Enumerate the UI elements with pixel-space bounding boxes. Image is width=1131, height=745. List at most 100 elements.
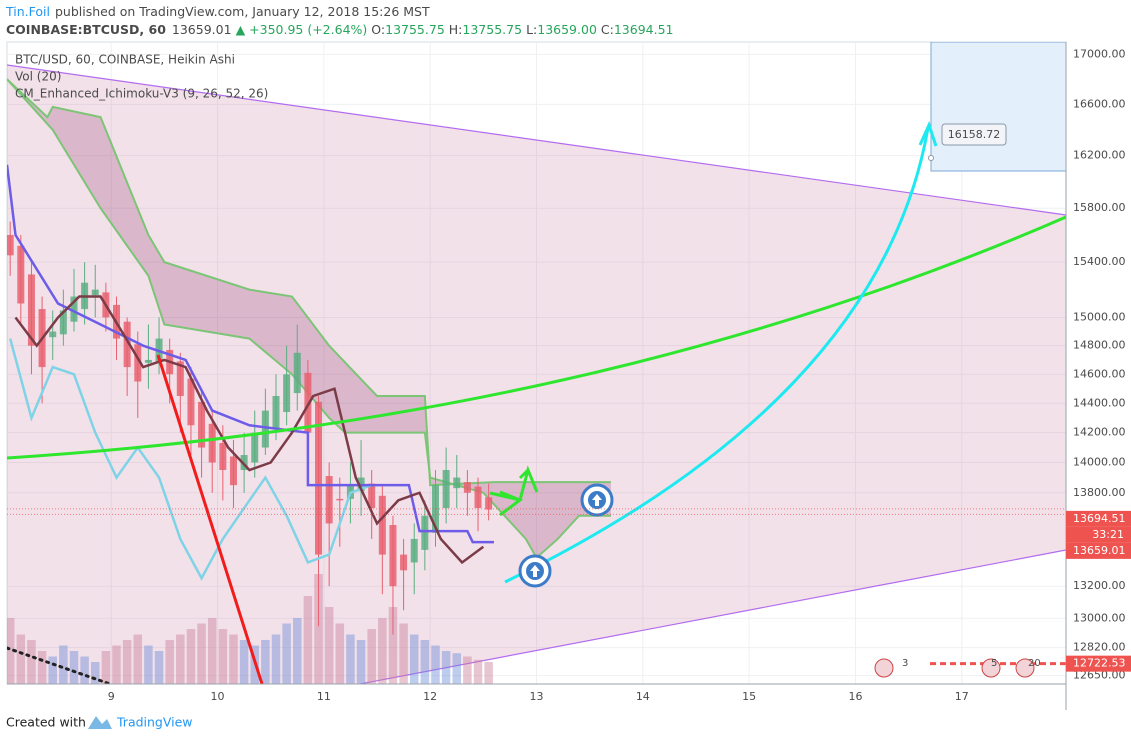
- y-tick-label: 12650.00: [1073, 669, 1126, 682]
- cyan-arrowhead: [918, 120, 938, 147]
- up-signal: [580, 483, 614, 517]
- author: Tin.Foil: [5, 4, 50, 19]
- candle-body: [410, 538, 418, 563]
- volume-bar: [420, 640, 430, 684]
- ohlc-value: 13755.75: [385, 22, 445, 37]
- chart-title: BTC/USD, 60, COINBASE, Heikin Ashi: [15, 53, 235, 67]
- volume-bar: [271, 634, 281, 684]
- candle-body: [27, 274, 35, 346]
- x-tick-label: 15: [742, 690, 756, 703]
- event-icon: [981, 658, 1001, 678]
- candle-body: [123, 321, 131, 368]
- candle-body: [17, 245, 25, 304]
- volume-bar: [133, 634, 143, 684]
- target-box: [930, 42, 1066, 172]
- last: 13659.01: [172, 22, 232, 37]
- candle-body: [378, 495, 386, 555]
- x-tick-label: 9: [108, 690, 115, 703]
- ohlc-value: 13659.00: [537, 22, 597, 37]
- candle-body: [91, 289, 99, 296]
- y-tick-label: 14800.00: [1073, 339, 1126, 352]
- y-tick-label: 16200.00: [1073, 149, 1126, 162]
- candle-body: [144, 359, 152, 363]
- volume-bar: [367, 629, 376, 684]
- candle-body: [198, 401, 206, 448]
- candle-body: [208, 423, 216, 463]
- x-tick-label: 17: [955, 690, 969, 703]
- volume-bar: [314, 574, 323, 684]
- candle-body: [219, 443, 227, 471]
- candle-body: [240, 455, 248, 471]
- price-lines: [7, 508, 1066, 666]
- ohlc-value: 13694.51: [614, 22, 674, 37]
- y-tick-label: 14600.00: [1073, 367, 1126, 380]
- cloud-fill: [7, 79, 611, 558]
- candle-body: [421, 515, 429, 550]
- volume-bar: [80, 656, 89, 684]
- candle-body: [293, 352, 301, 394]
- candle-body: [49, 331, 57, 338]
- candle-body: [442, 470, 450, 509]
- event-icon: [1015, 658, 1035, 678]
- ohlc-value: 13755.75: [462, 22, 522, 37]
- event-count: 3: [902, 658, 908, 669]
- y-tick-label: 12820.00: [1073, 641, 1126, 654]
- symbol: COINBASE:BTCUSD, 60: [6, 22, 166, 37]
- drawing-label: 16158.72: [948, 128, 1001, 141]
- triangle-fill: [7, 65, 1066, 684]
- tenkan-line: [14, 295, 485, 565]
- y-tick-label: 13200.00: [1073, 579, 1126, 592]
- ohlc-label: H:: [449, 22, 463, 37]
- volume-bar: [7, 618, 15, 684]
- volume-bar: [197, 623, 206, 684]
- y-axis-bg: [1066, 42, 1131, 710]
- candle-body: [400, 554, 408, 571]
- candle-body: [134, 344, 142, 382]
- change: ▲ +350.95 (+2.64%): [236, 22, 368, 37]
- volume-bar: [324, 607, 334, 684]
- indicator: Vol (20): [15, 70, 61, 84]
- y-tick-label: 16600.00: [1073, 97, 1126, 110]
- volume-bar: [165, 640, 174, 684]
- event-count: 5: [991, 658, 997, 669]
- volume-bar: [356, 640, 366, 684]
- trend-line: [359, 549, 1066, 684]
- volume-bar: [176, 634, 185, 684]
- chikou-line: [8, 338, 373, 581]
- axes: 12650.00 12820.00 13000.00 13200.00 13800.00…: [108, 47, 1131, 703]
- volume-bar: [59, 645, 68, 684]
- trend-line: [7, 64, 1066, 216]
- volume-bar: [90, 662, 100, 684]
- red-line: [156, 354, 264, 684]
- candle-body: [187, 378, 195, 426]
- volume-bar: [239, 640, 249, 684]
- price-label-bg: [1066, 542, 1131, 559]
- footer-brand[interactable]: TradingView: [116, 715, 193, 730]
- volume-bar: [388, 607, 398, 684]
- volume-bar: [261, 640, 270, 684]
- candle-body: [229, 456, 237, 486]
- volume-bar: [69, 651, 79, 684]
- volume-bar: [484, 662, 493, 684]
- published: published on TradingView.com, January 12…: [55, 4, 430, 19]
- volume-bar: [346, 634, 355, 684]
- drawing-label-box: [941, 123, 1007, 146]
- y-tick-label: 14000.00: [1073, 456, 1126, 469]
- volume-bar: [16, 634, 26, 684]
- candle-body: [474, 486, 482, 509]
- footer-created: Created with: [6, 715, 86, 730]
- event-count: 20: [1028, 658, 1041, 669]
- candle-body: [463, 482, 471, 493]
- x-tick-label: 14: [636, 690, 650, 703]
- y-tick-label: 14200.00: [1073, 426, 1126, 439]
- x-tick-label: 11: [317, 690, 331, 703]
- candle-body: [389, 524, 397, 587]
- price-label: 13694.51: [1073, 512, 1126, 525]
- header-line-2: COINBASE:BTCUSD, 60 13659.01 ▲ +350.95 (+2…: [6, 22, 674, 37]
- volume-bar: [112, 645, 121, 684]
- volume-bar: [399, 623, 408, 684]
- candle-body: [261, 410, 269, 448]
- volume-bar: [101, 651, 111, 684]
- volume-bar: [452, 653, 462, 684]
